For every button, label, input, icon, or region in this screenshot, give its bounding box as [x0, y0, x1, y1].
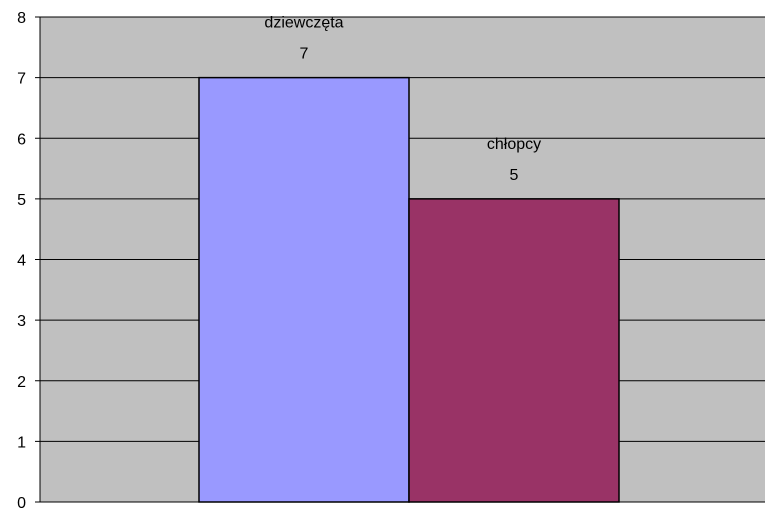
y-tick-label: 5 — [17, 192, 26, 209]
bar-value-label: 7 — [300, 46, 309, 63]
bar-value-label: 5 — [510, 167, 519, 184]
y-tick-label: 8 — [17, 10, 26, 27]
bar-category-label: dziewczęta — [264, 15, 343, 32]
bar-category-label: chłopcy — [487, 136, 541, 153]
y-tick-label: 6 — [17, 131, 26, 148]
y-tick-label: 2 — [17, 374, 26, 391]
y-tick-label: 3 — [17, 313, 26, 330]
y-tick-label: 4 — [17, 253, 26, 270]
y-tick-label: 1 — [17, 434, 26, 451]
y-axis: 0 1 2 3 4 5 6 7 8 — [17, 10, 41, 512]
y-tick-label: 0 — [17, 495, 26, 512]
bar-1 — [198, 76, 410, 503]
data-labels: dziewczęta 7 chłopcy 5 — [264, 15, 541, 184]
y-tick-label: 7 — [17, 71, 26, 88]
bar-2 — [408, 198, 620, 503]
bars — [198, 76, 620, 503]
